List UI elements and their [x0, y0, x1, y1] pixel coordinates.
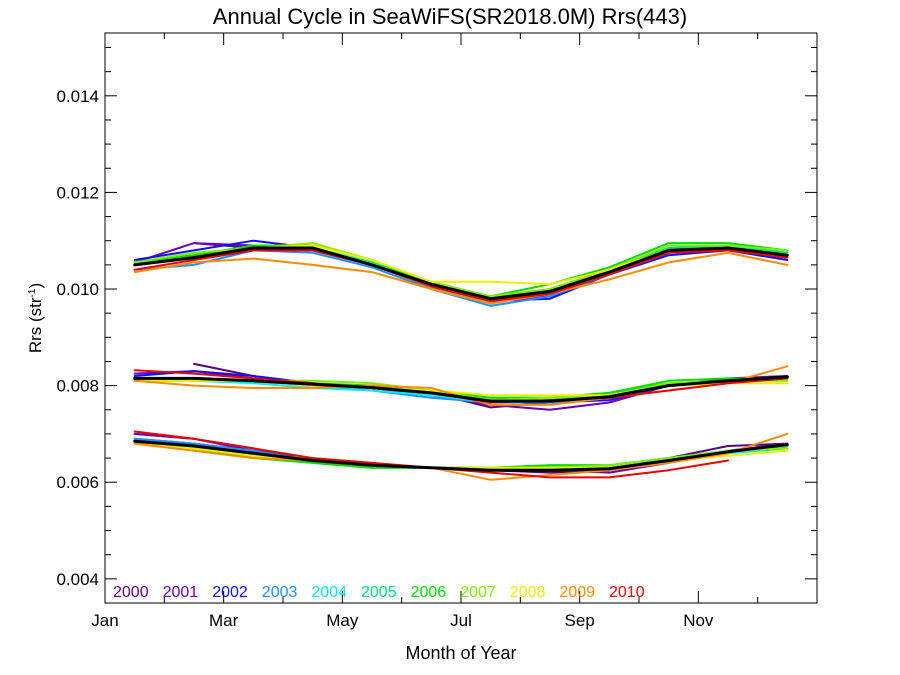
mean-line-band-3: [133, 439, 789, 472]
y-tick-label: 0.012: [56, 183, 99, 202]
mean-line-band-1: [133, 246, 789, 301]
legend-entry-2005: 2005: [361, 584, 397, 601]
chart-title: Annual Cycle in SeaWiFS(SR2018.0M) Rrs(4…: [213, 4, 687, 29]
legend: 2000 2001 2002 2003 2004 2005 2006 2007 2008 2009…: [113, 584, 645, 601]
x-tick-label: Jul: [450, 611, 472, 630]
axes: 0.004 0.006 0.008 0.010 0.012 0.014 Jan Mar May J…: [56, 32, 818, 630]
legend-entry-2001: 2001: [163, 584, 199, 601]
x-tick-label: May: [326, 611, 359, 630]
x-tick-label: Mar: [209, 611, 239, 630]
legend-entry-2009: 2009: [559, 584, 595, 601]
y-axis-label-text: Rrs (str: [26, 297, 45, 353]
x-tick-label: Nov: [683, 611, 714, 630]
y-tick-label: 0.006: [56, 473, 99, 492]
x-tick-label: Sep: [565, 611, 595, 630]
y-tick-label: 0.008: [56, 377, 99, 396]
y-axis-label: Rrs (str-1): [26, 283, 45, 353]
y-tick-label: 0.004: [56, 570, 99, 589]
y-tick-label: 0.014: [56, 87, 99, 106]
legend-entry-2010: 2010: [609, 584, 645, 601]
series-line-2010-band-1: [133, 249, 789, 303]
legend-entry-2007: 2007: [460, 584, 496, 601]
legend-entry-2006: 2006: [411, 584, 447, 601]
y-tick-label: 0.010: [56, 280, 99, 299]
series-line-2009-band-3: [133, 432, 789, 481]
x-axis-label: Month of Year: [405, 643, 516, 663]
y-axis-label-superscript: -1: [27, 288, 38, 297]
mean-line-band-2: [133, 375, 789, 403]
legend-entry-2008: 2008: [510, 584, 546, 601]
series-lines: [133, 239, 789, 481]
y-axis-label-close: ): [26, 283, 45, 289]
legend-entry-2003: 2003: [262, 584, 298, 601]
legend-entry-2004: 2004: [311, 584, 347, 601]
legend-entry-2002: 2002: [212, 584, 248, 601]
series-line-2009-band-1: [133, 251, 789, 305]
legend-entry-2000: 2000: [113, 584, 149, 601]
x-tick-label: Jan: [91, 611, 118, 630]
